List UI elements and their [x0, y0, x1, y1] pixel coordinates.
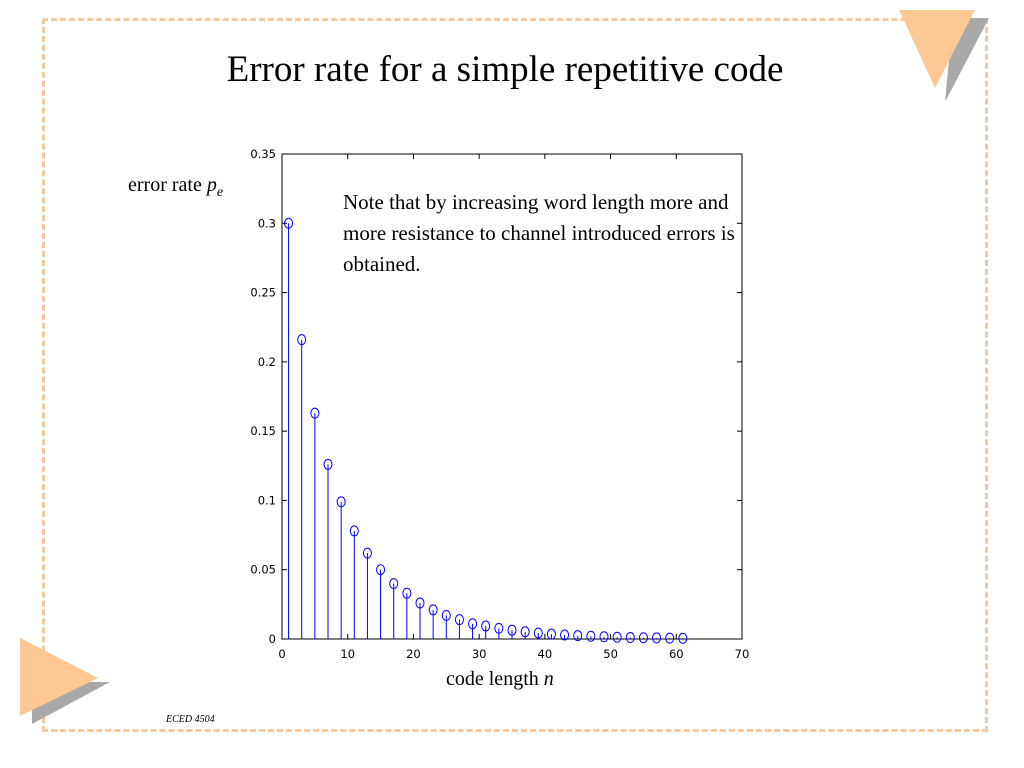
data-point-marker — [612, 631, 622, 643]
data-point-marker — [507, 624, 517, 636]
x-tick-label: 20 — [406, 647, 421, 661]
x-tick-label: 40 — [538, 647, 553, 661]
x-tick-label: 10 — [340, 647, 355, 661]
data-point-marker — [481, 620, 491, 632]
data-point-marker — [652, 632, 662, 644]
data-point-marker — [402, 587, 412, 599]
x-axis-label-prefix: code length — [446, 668, 544, 690]
data-point-marker — [586, 630, 596, 642]
plot-area-box — [281, 153, 743, 640]
x-tick-label: 0 — [278, 647, 285, 661]
data-point-marker — [323, 458, 333, 470]
data-point-marker — [494, 622, 504, 634]
slide-frame — [42, 18, 988, 732]
data-point-marker — [533, 627, 543, 639]
data-point-marker — [560, 629, 570, 641]
data-point-marker — [389, 578, 399, 590]
data-point-marker — [678, 632, 688, 644]
x-axis-label-variable: n — [543, 668, 554, 690]
data-point-marker — [428, 604, 438, 616]
data-point-marker — [599, 631, 609, 643]
data-point-marker — [349, 525, 359, 537]
y-axis-label-variable: p — [206, 174, 217, 196]
y-tick-label: 0.2 — [258, 355, 276, 369]
data-point-marker — [310, 407, 320, 419]
data-point-marker — [297, 334, 307, 346]
y-tick-label: 0.35 — [250, 147, 276, 161]
data-point-marker — [625, 631, 635, 643]
data-point-marker — [520, 626, 530, 638]
x-tick-label: 50 — [603, 647, 618, 661]
data-point-marker — [468, 618, 478, 630]
y-tick-label: 0.05 — [250, 563, 276, 577]
y-tick-label: 0 — [269, 632, 276, 646]
data-point-marker — [376, 564, 386, 576]
data-point-marker — [573, 630, 583, 642]
y-tick-label: 0.3 — [258, 216, 276, 230]
chart-annotation-note: Note that by increasing word length more… — [343, 190, 735, 276]
top-right-triangle-decoration — [899, 10, 989, 100]
y-axis-label-subscript: e — [216, 185, 224, 200]
bottom-left-triangle — [20, 638, 98, 716]
y-axis-label-prefix: error rate — [128, 174, 207, 196]
data-point-marker — [441, 609, 451, 621]
y-tick-label: 0.1 — [258, 493, 276, 507]
bottom-left-triangle-decoration — [20, 638, 110, 724]
y-tick-label: 0.25 — [250, 286, 276, 300]
data-point-marker — [638, 632, 648, 644]
data-point-marker — [665, 632, 675, 644]
data-point-marker — [454, 614, 464, 626]
top-right-triangle — [899, 10, 975, 88]
y-tick-label: 0.15 — [250, 424, 276, 438]
x-axis-label: code length n — [446, 668, 554, 691]
y-axis-label: error rate pe — [128, 174, 223, 201]
data-point-marker — [284, 217, 294, 229]
x-tick-label: 70 — [735, 647, 750, 661]
footer-course-code: ECED 4504 — [166, 714, 215, 725]
data-point-marker — [546, 628, 556, 640]
data-point-marker — [415, 597, 425, 609]
slide-title: Error rate for a simple repetitive code — [226, 49, 784, 90]
x-tick-label: 60 — [669, 647, 684, 661]
data-point-marker — [362, 547, 372, 559]
data-point-marker — [336, 496, 346, 508]
x-tick-label: 30 — [472, 647, 487, 661]
